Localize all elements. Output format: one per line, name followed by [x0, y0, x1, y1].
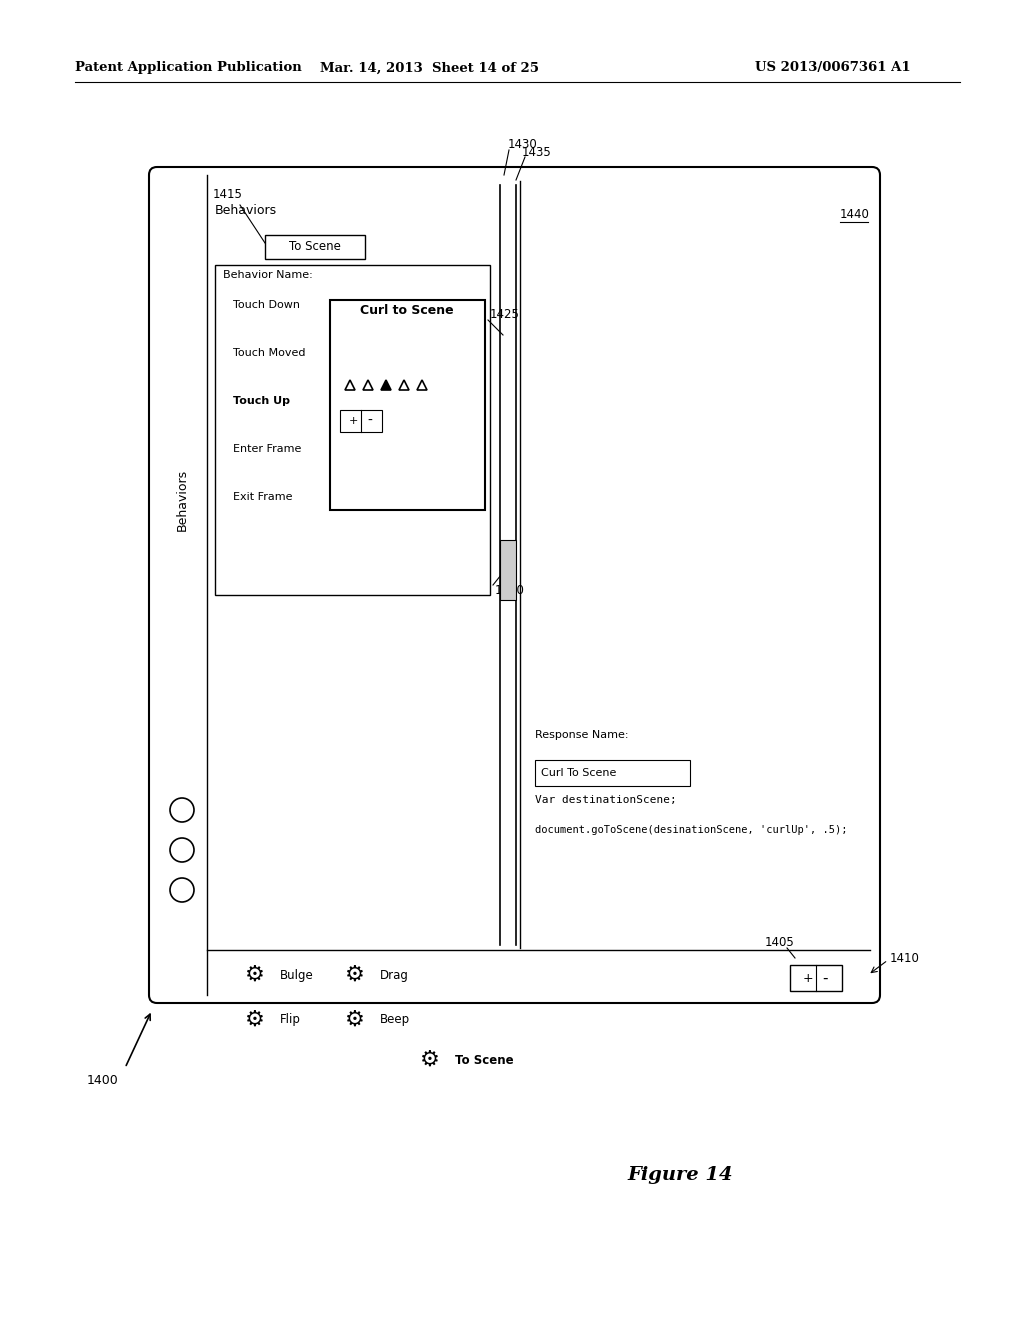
- Text: Touch Moved: Touch Moved: [233, 348, 305, 358]
- Text: +: +: [803, 972, 813, 985]
- Text: To Scene: To Scene: [455, 1053, 514, 1067]
- Text: Touch Up: Touch Up: [233, 396, 290, 407]
- Text: 1435: 1435: [522, 147, 552, 160]
- Text: ⚙: ⚙: [420, 1049, 440, 1071]
- Text: Patent Application Publication: Patent Application Publication: [75, 62, 302, 74]
- Text: ⚙: ⚙: [345, 965, 365, 985]
- Text: Bulge: Bulge: [280, 969, 313, 982]
- Text: -: -: [368, 414, 373, 428]
- Text: Beep: Beep: [380, 1014, 411, 1027]
- Text: To Scene: To Scene: [289, 240, 341, 253]
- Bar: [790, 965, 842, 991]
- Text: Enter Frame: Enter Frame: [233, 444, 301, 454]
- Bar: [340, 411, 382, 432]
- Text: Drag: Drag: [380, 969, 409, 982]
- Circle shape: [170, 878, 194, 902]
- Circle shape: [170, 799, 194, 822]
- Text: 1420: 1420: [495, 583, 525, 597]
- Text: 1425: 1425: [490, 309, 520, 322]
- Text: Curl to Scene: Curl to Scene: [360, 304, 454, 317]
- Circle shape: [170, 838, 194, 862]
- Bar: [265, 235, 365, 259]
- Text: Flip: Flip: [280, 1014, 301, 1027]
- Bar: [500, 540, 516, 601]
- Text: US 2013/0067361 A1: US 2013/0067361 A1: [755, 62, 910, 74]
- Text: Touch Down: Touch Down: [233, 300, 300, 310]
- Text: +: +: [348, 416, 357, 426]
- Text: 1405: 1405: [765, 936, 795, 949]
- Text: ⚙: ⚙: [345, 1010, 365, 1030]
- Text: 1440: 1440: [840, 209, 869, 222]
- Text: Exit Frame: Exit Frame: [233, 492, 293, 502]
- FancyBboxPatch shape: [150, 168, 880, 1003]
- Text: Var destinationScene;: Var destinationScene;: [535, 795, 677, 805]
- Text: Figure 14: Figure 14: [627, 1166, 733, 1184]
- Text: Behavior Name:: Behavior Name:: [223, 271, 312, 280]
- Text: Mar. 14, 2013  Sheet 14 of 25: Mar. 14, 2013 Sheet 14 of 25: [321, 62, 540, 74]
- Bar: [215, 265, 490, 595]
- Text: 1410: 1410: [890, 952, 920, 965]
- Text: Behaviors: Behaviors: [215, 203, 278, 216]
- Text: Curl To Scene: Curl To Scene: [541, 768, 616, 777]
- Text: 1415: 1415: [213, 189, 243, 202]
- Text: -: -: [822, 970, 827, 986]
- Text: Behaviors: Behaviors: [175, 469, 188, 531]
- Text: ⚙: ⚙: [245, 965, 265, 985]
- Text: 1400: 1400: [86, 1073, 118, 1086]
- Text: Response Name:: Response Name:: [535, 730, 629, 741]
- Text: ⚙: ⚙: [245, 1010, 265, 1030]
- Bar: [330, 300, 485, 510]
- Text: 1430: 1430: [508, 139, 538, 152]
- Text: document.goToScene(desinationScene, 'curlUp', .5);: document.goToScene(desinationScene, 'cur…: [535, 825, 848, 836]
- Bar: [535, 760, 690, 785]
